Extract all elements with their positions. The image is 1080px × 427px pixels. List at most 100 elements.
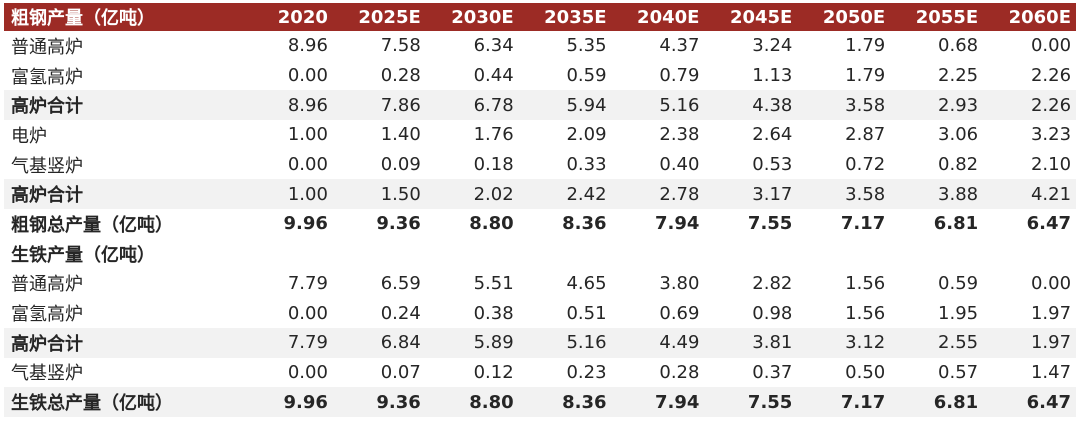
- cell-value: 0.00: [1030, 272, 1072, 294]
- cell-value: 1.47: [1030, 361, 1072, 383]
- cell-value: 0.53: [752, 154, 793, 176]
- table-row: 普通高炉 7.79 6.59 5.51 4.65 3.80 2.82 1.56 0.59 0.00: [4, 269, 1076, 299]
- cell-value: 1.76: [473, 124, 514, 146]
- column-header-2060e: 2060E: [983, 3, 1077, 31]
- cell-value: 2.26: [1030, 65, 1072, 87]
- cell-value: 9.96: [283, 213, 328, 235]
- report-table-figure: 粗钢产量（亿吨） 2020 2025E 2030E 2035E 2040E 20…: [0, 3, 1080, 427]
- cell-value: 3.80: [659, 272, 700, 294]
- row-label: 气基竖炉: [11, 155, 83, 177]
- cell-value: 8.36: [562, 213, 607, 235]
- cell-value: 4.21: [1030, 183, 1072, 205]
- cell-value: 0.38: [473, 302, 514, 324]
- cell-value: [983, 239, 1076, 269]
- cell-value: 0.18: [473, 154, 514, 176]
- cell-value: 7.86: [380, 94, 421, 116]
- row-label: 高炉合计: [11, 96, 83, 118]
- column-header-2055e: 2055E: [890, 3, 984, 31]
- cell-value: 8.36: [562, 391, 607, 413]
- cell-value: 4.65: [566, 272, 607, 294]
- row-label: 生铁总产量（亿吨）: [11, 393, 173, 415]
- cell-value: 0.59: [566, 65, 607, 87]
- cell-value: 3.58: [845, 94, 886, 116]
- cell-value: 3.06: [938, 124, 979, 146]
- cell-value: 0.98: [752, 302, 793, 324]
- cell-value: 5.94: [566, 94, 607, 116]
- cell-value: 4.38: [752, 94, 793, 116]
- table-title: 粗钢产量（亿吨）: [4, 3, 240, 31]
- cell-value: 6.78: [473, 94, 514, 116]
- cell-value: 7.79: [287, 332, 328, 354]
- cell-value: 7.79: [287, 272, 328, 294]
- cell-value: 6.47: [1026, 213, 1072, 235]
- cell-value: 2.38: [659, 124, 700, 146]
- column-header-2030e: 2030E: [425, 3, 519, 31]
- column-header-2025e: 2025E: [332, 3, 426, 31]
- cell-value: 1.50: [380, 183, 421, 205]
- cell-value: [519, 239, 612, 269]
- cell-value: 0.69: [659, 302, 700, 324]
- row-label: 普通高炉: [11, 36, 83, 58]
- row-label: 普通高炉: [11, 274, 83, 296]
- cell-value: 0.40: [659, 154, 700, 176]
- table-row: 高炉合计 7.79 6.84 5.89 5.16 4.49 3.81 3.12 2.55 1.97: [4, 327, 1077, 358]
- cell-value: 0.09: [380, 154, 421, 176]
- cell-value: 2.26: [1030, 94, 1072, 116]
- row-label: 电炉: [11, 125, 47, 147]
- cell-value: 7.55: [747, 213, 793, 235]
- cell-value: 5.51: [473, 272, 514, 294]
- cell-value: 1.79: [845, 35, 886, 57]
- cell-value: 2.10: [1030, 154, 1072, 176]
- cell-value: 6.84: [380, 332, 421, 354]
- cell-value: 2.87: [845, 124, 886, 146]
- column-header-2020: 2020: [240, 3, 333, 31]
- cell-value: 5.16: [566, 332, 607, 354]
- cell-value: [333, 239, 426, 269]
- steel-production-table: 粗钢产量（亿吨） 2020 2025E 2030E 2035E 2040E 20…: [4, 3, 1077, 417]
- cell-value: 2.25: [938, 65, 979, 87]
- cell-value: 0.24: [380, 302, 421, 324]
- cell-value: 0.00: [1030, 35, 1072, 57]
- cell-value: 1.97: [1030, 332, 1072, 354]
- row-label: 粗钢总产量（亿吨）: [11, 214, 173, 236]
- cell-value: 6.81: [933, 391, 979, 413]
- cell-value: 5.16: [659, 94, 700, 116]
- cell-value: 5.89: [473, 332, 514, 354]
- table-row: 富氢高炉 0.00 0.24 0.38 0.51 0.69 0.98 1.56 1.95 1.97: [4, 298, 1076, 328]
- table-row: 高炉合计 1.00 1.50 2.02 2.42 2.78 3.17 3.58 3.88 4.21: [4, 179, 1077, 210]
- cell-value: 7.17: [840, 391, 886, 413]
- cell-value: 9.96: [283, 391, 328, 413]
- cell-value: 0.59: [938, 272, 979, 294]
- cell-value: 0.72: [845, 154, 886, 176]
- row-label: 高炉合计: [11, 185, 83, 207]
- table-row: 气基竖炉 0.00 0.07 0.12 0.23 0.28 0.37 0.50 0.57 1.47: [4, 358, 1076, 388]
- cell-value: 2.78: [659, 183, 700, 205]
- cell-value: 6.47: [1026, 391, 1072, 413]
- cell-value: 1.40: [380, 124, 421, 146]
- cell-value: 3.23: [1030, 124, 1072, 146]
- cell-value: 0.68: [938, 35, 979, 57]
- cell-value: 6.59: [380, 272, 421, 294]
- cell-value: 1.13: [752, 65, 793, 87]
- cell-value: 3.12: [845, 332, 886, 354]
- cell-value: 1.56: [845, 272, 886, 294]
- cell-value: 0.00: [287, 154, 328, 176]
- cell-value: 3.58: [845, 183, 886, 205]
- cell-value: 0.28: [380, 65, 421, 87]
- cell-value: 0.23: [566, 361, 607, 383]
- cell-value: 2.09: [566, 124, 607, 146]
- cell-value: 3.17: [752, 183, 793, 205]
- cell-value: 9.36: [376, 391, 421, 413]
- cell-value: 0.44: [473, 65, 514, 87]
- cell-value: 0.82: [938, 154, 979, 176]
- cell-value: 1.79: [845, 65, 886, 87]
- column-header-2035e: 2035E: [518, 3, 612, 31]
- table-row: 气基竖炉 0.00 0.09 0.18 0.33 0.40 0.53 0.72 0.82 2.10: [4, 150, 1076, 180]
- row-label: 富氢高炉: [11, 66, 83, 88]
- cell-value: [426, 239, 519, 269]
- table-row: 富氢高炉 0.00 0.28 0.44 0.59 0.79 1.13 1.79 2.25 2.26: [4, 61, 1076, 91]
- cell-value: [240, 239, 333, 269]
- cell-value: 4.37: [659, 35, 700, 57]
- table-row: 电炉 1.00 1.40 1.76 2.09 2.38 2.64 2.87 3.06 3.23: [4, 120, 1076, 150]
- cell-value: 0.37: [752, 361, 793, 383]
